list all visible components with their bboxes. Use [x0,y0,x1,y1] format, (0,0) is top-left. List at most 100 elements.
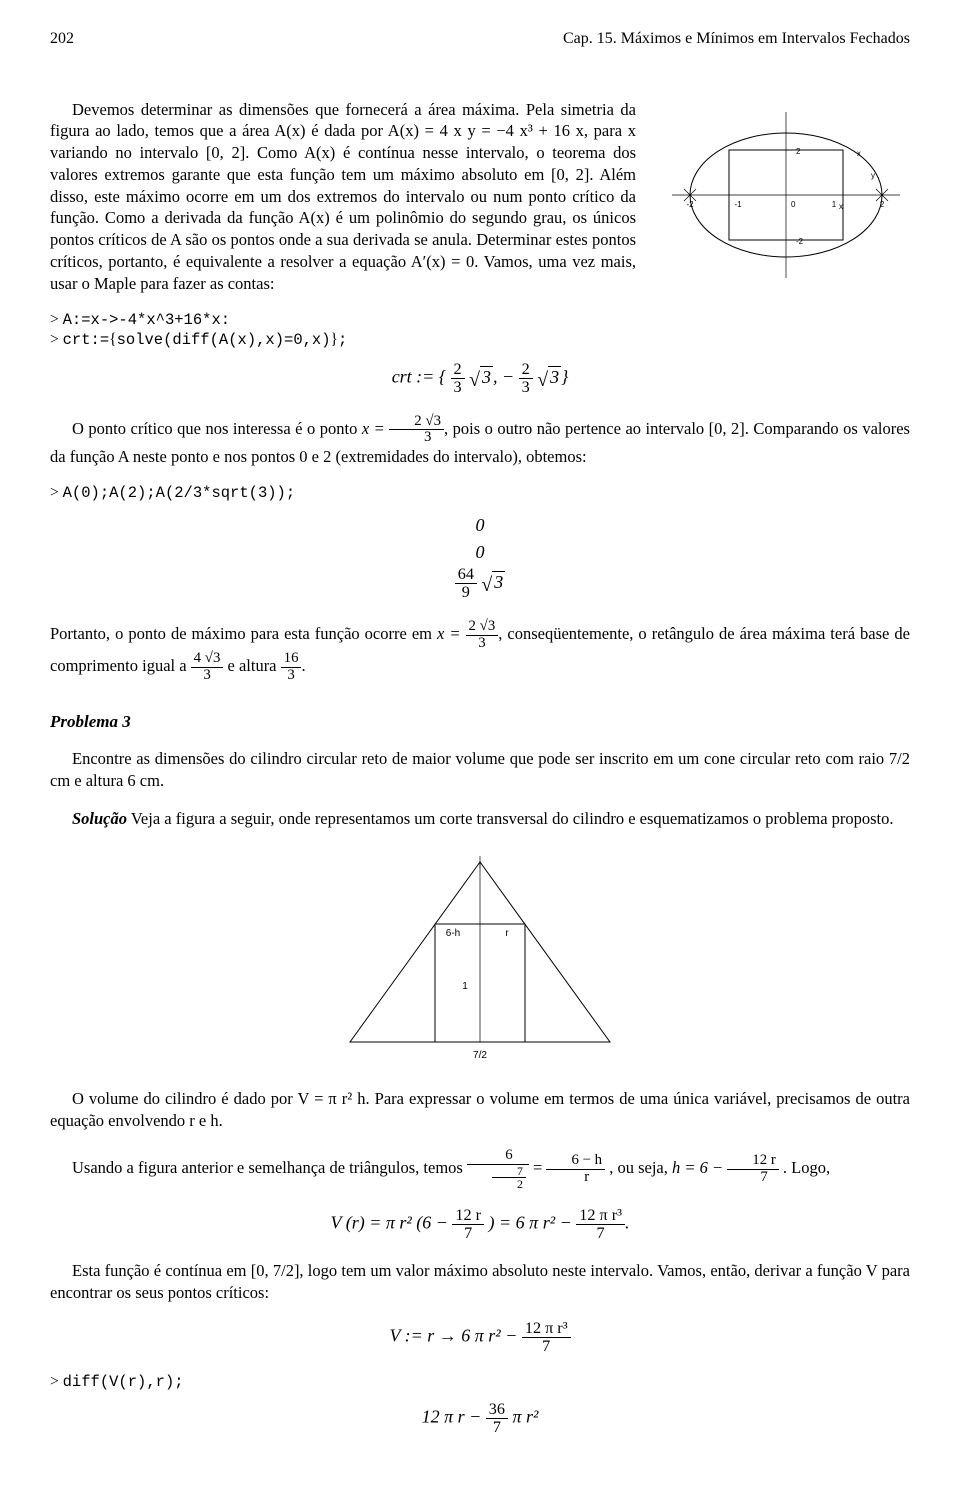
paragraph-3: Portanto, o ponto de máximo para esta fu… [50,619,910,683]
h-eq: h = 6 − 12 r7 [672,1158,779,1177]
paragraph-4b: Usando a figura anterior e semelhança de… [50,1148,910,1191]
frac-h: 6 − hr [546,1153,605,1185]
code-b: solve(diff(A(x),x)=0,x) [117,331,331,349]
svg-text:-2: -2 [686,200,694,209]
solucao-text: Veja a figura a seguir, onde representam… [127,809,894,828]
maple-line-4: > diff(V(r),r); [50,1373,910,1391]
den: 3 [519,379,533,396]
svg-text:7/2: 7/2 [473,1050,487,1061]
num: 2 [414,413,421,429]
paragraph-1: Devemos determinar as dimensões que forn… [50,99,636,295]
num: 6 − h [546,1153,605,1170]
num: 2 [519,361,533,379]
paragraph-2: O ponto crítico que nos interessa é o po… [50,414,910,468]
alt-frac: 163 [281,651,302,683]
dn: 7 [492,1165,526,1178]
brace-close: } [331,331,338,348]
svg-text:x: x [839,202,843,211]
svg-text:-1: -1 [734,200,742,209]
maple-line-2: > crt:={solve(diff(A(x),x)=0,x)}; [50,331,636,349]
p2a: O ponto crítico que nos interessa é o po… [72,419,362,438]
mid: ) = 6 π r² − [484,1213,576,1233]
problema-3-text: Encontre as dimensões do cilindro circul… [50,748,910,792]
page: 202 Cap. 15. Máximos e Mínimos em Interv… [0,0,960,1494]
page-header: 202 Cap. 15. Máximos e Mínimos em Interv… [50,30,910,48]
rad: 3 [434,413,441,429]
svg-text:0: 0 [791,200,796,209]
frac-67: 6 72 [467,1148,529,1191]
res-frac: 649 √3 [50,566,910,601]
den: 7 [486,1419,508,1436]
p4b-c: . Logo, [783,1158,830,1177]
rad: 3 [213,650,220,666]
brace-open: { [109,331,116,348]
deriv-equation: 12 π r − 367 π r² [50,1401,910,1436]
num: 36 [486,1401,508,1419]
a: 12 π r − [422,1407,486,1427]
f2: 12 π r³7 [576,1207,625,1242]
ellipse-figure: -2-10122-2xyx [662,82,910,290]
frac-1: 23 [451,361,465,396]
results-display: 0 0 649 √3 [50,512,910,601]
rad: 3 [492,571,505,592]
prompt: > [50,484,63,501]
frac-2: 23 [519,361,533,396]
den: 7 [522,1338,571,1355]
prompt: > [50,1373,63,1390]
crt-rhs: } [561,367,568,387]
crt-equation: crt := { 23 √3, − 23 √3} [50,361,910,396]
code-c: ; [338,331,347,349]
cone-figure: 6-hr17/2 [50,852,910,1062]
den: 7 [576,1225,625,1242]
rad: 3 [548,366,561,387]
num: 12 π r³ [522,1320,571,1338]
Vdef-equation: V := r → 6 π r² − 12 π r³7 [50,1320,910,1355]
xcrit2: x = 2 √33 [437,624,498,643]
den: 7 [727,1170,779,1186]
code-a: crt:= [63,331,110,349]
svg-text:x: x [857,149,861,158]
Vr-equation: V (r) = π r² (6 − 12 r7 ) = 6 π r² − 12 … [50,1207,910,1242]
p3a: Portanto, o ponto de máximo para esta fu… [50,624,437,643]
res-0b: 0 [50,539,910,566]
num: 12 r [452,1207,484,1225]
prompt: > [50,311,63,328]
prompt: > [50,331,63,348]
svg-text:6-h: 6-h [446,928,460,939]
sqrt-1: √3 [469,366,493,389]
den: 3 [451,379,465,396]
solucao-para: Solução Veja a figura a seguir, onde rep… [50,808,910,830]
maple-line-3: > A(0);A(2);A(2/3*sqrt(3)); [50,484,910,502]
num: 4 [194,650,201,666]
res-0a: 0 [50,512,910,539]
base-frac: 4 √33 [191,651,224,683]
p3d: . [301,656,305,675]
svg-text:1: 1 [832,200,837,209]
svg-text:2: 2 [880,200,885,209]
den: 9 [455,584,477,601]
num: 64 [455,566,477,584]
svg-text:2: 2 [796,147,801,156]
xcrit: x = 2 √33 [362,419,444,438]
paragraph-5: Esta função é contínua em [0, 7/2], logo… [50,1260,910,1304]
num: 16 [281,651,302,668]
page-number: 202 [50,30,74,48]
dd: 2 [492,1178,526,1190]
intro-block: Devemos determinar as dimensões que forn… [50,82,910,351]
sep: , [493,367,502,387]
den: 3 [389,430,444,446]
code: A:=x->-4*x^3+16*x: [63,311,230,329]
lhs: h = 6 − [672,1158,727,1177]
eq: = [533,1158,546,1177]
svg-text:-2: -2 [796,237,804,246]
crt-lhs: crt := { [392,367,446,387]
b: π r² [508,1407,538,1427]
sqrt-2: √3 [537,366,561,389]
maple-line-1: > A:=x->-4*x^3+16*x: [50,311,636,329]
num: 12 π r³ [576,1207,625,1225]
frac: 12 π r³7 [522,1320,571,1355]
paragraph-4a: O volume do cilindro é dado por V = π r²… [50,1088,910,1132]
code: A(0);A(2);A(2/3*sqrt(3)); [63,484,296,502]
den: 72 [467,1165,529,1191]
den: 7 [452,1225,484,1242]
